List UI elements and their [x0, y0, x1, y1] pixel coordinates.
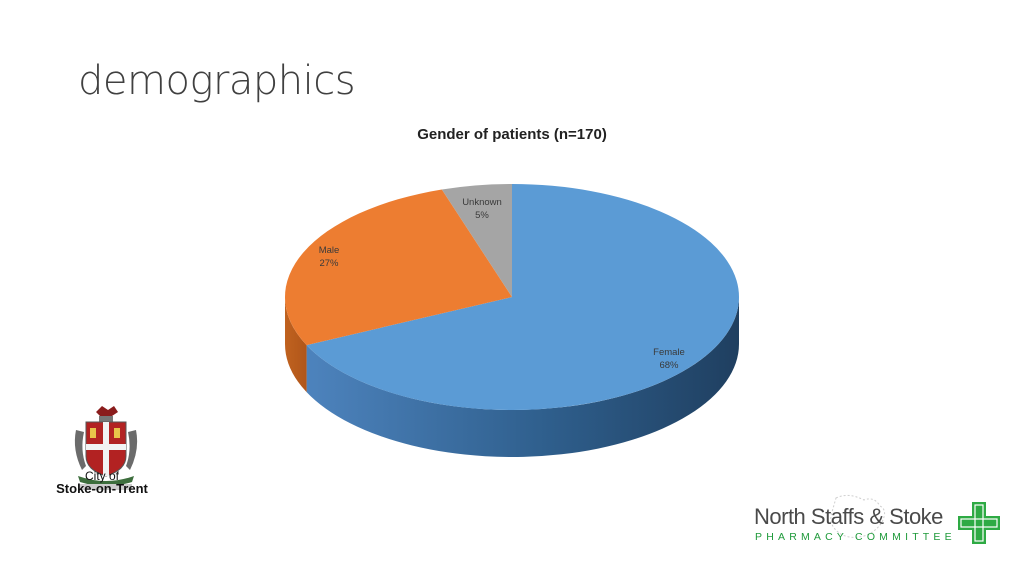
- committee-name: North Staffs & Stoke: [754, 504, 943, 529]
- pie-slice-female: [306, 184, 739, 410]
- slice-value-male: 27%: [319, 258, 339, 269]
- slice-label-male: Male: [319, 245, 340, 256]
- city-logo-line1: City of: [84, 469, 119, 483]
- pie-slice-male: [285, 189, 512, 346]
- slice-label-female: Female: [653, 347, 685, 358]
- pie-side-female: [306, 297, 739, 457]
- pie-side-male: [285, 297, 307, 393]
- slice-value-unknown: 5%: [475, 210, 489, 221]
- committee-subtitle: PHARMACY COMMITTEE: [755, 531, 956, 543]
- slice-value-female: 68%: [659, 360, 679, 371]
- pie-slice-unknown: [441, 184, 512, 297]
- slice-label-unknown: Unknown: [462, 197, 502, 208]
- slide-title: demographics: [78, 58, 356, 104]
- pharmacy-cross-icon: [830, 494, 1000, 544]
- chart-title: Gender of patients (n=170): [417, 126, 607, 143]
- city-logo-line2: Stoke-on-Trent: [56, 481, 148, 496]
- coat-of-arms-icon: [74, 406, 138, 490]
